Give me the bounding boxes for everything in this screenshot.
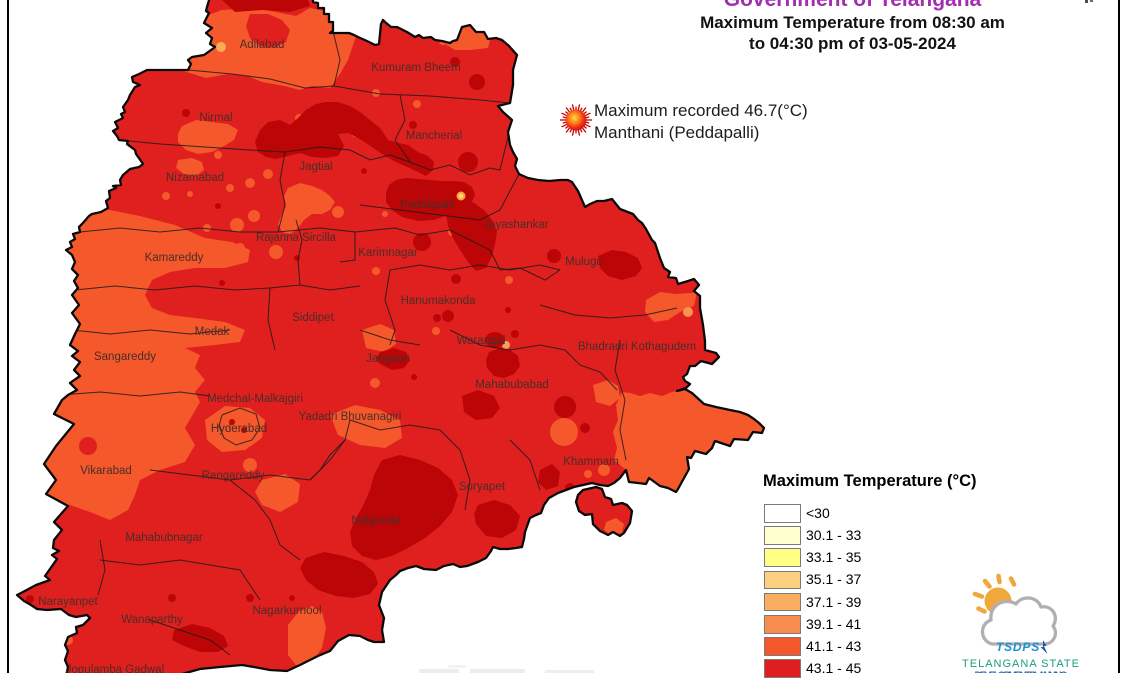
- svg-text:Medak: Medak: [195, 326, 230, 338]
- svg-text:Bhadradri Kothagudem: Bhadradri Kothagudem: [578, 341, 696, 353]
- svg-text:Jangaon: Jangaon: [366, 353, 410, 365]
- svg-text:Jagtial: Jagtial: [299, 161, 332, 173]
- svg-text:Nalgonda: Nalgonda: [351, 515, 401, 527]
- svg-text:Mulugu: Mulugu: [565, 256, 603, 268]
- svg-text:Kumuram Bheem: Kumuram Bheem: [371, 62, 460, 74]
- svg-text:Nagarkurnool: Nagarkurnool: [252, 605, 321, 617]
- svg-text:Hanumakonda: Hanumakonda: [401, 295, 476, 307]
- svg-text:Sangareddy: Sangareddy: [94, 351, 156, 363]
- svg-text:Medchal-Malkajgiri: Medchal-Malkajgiri: [207, 393, 303, 405]
- svg-text:Yadadri Bhuvanagiri: Yadadri Bhuvanagiri: [299, 411, 402, 423]
- svg-text:Jayashankar: Jayashankar: [483, 219, 548, 231]
- svg-text:Narayanpet: Narayanpet: [38, 596, 98, 608]
- svg-text:Siddipet: Siddipet: [292, 312, 334, 324]
- svg-text:Suryapet: Suryapet: [459, 481, 506, 493]
- svg-text:Mancherial: Mancherial: [406, 130, 462, 142]
- svg-text:Kamareddy: Kamareddy: [145, 252, 204, 264]
- svg-text:Mahabubabad: Mahabubabad: [475, 379, 549, 391]
- svg-text:Peddapalli: Peddapalli: [400, 199, 454, 211]
- svg-text:Warangal: Warangal: [457, 335, 506, 347]
- svg-text:Jogulamba Gadwal: Jogulamba Gadwal: [66, 664, 164, 673]
- svg-text:Rangareddy: Rangareddy: [202, 470, 265, 482]
- svg-text:Khammam: Khammam: [563, 456, 619, 468]
- svg-text:Vikarabad: Vikarabad: [80, 465, 132, 477]
- svg-text:Karimnagar: Karimnagar: [358, 247, 418, 259]
- svg-text:Hyderabad: Hyderabad: [211, 423, 267, 435]
- svg-text:DEVELOPMENT PLANNING: DEVELOPMENT PLANNING: [975, 671, 1068, 674]
- svg-text:Mahabubnagar: Mahabubnagar: [125, 532, 203, 544]
- svg-text:TELANGANA STATE: TELANGANA STATE: [962, 658, 1080, 670]
- svg-text:Rajanna Sircilla: Rajanna Sircilla: [256, 232, 337, 244]
- svg-text:Adilabad: Adilabad: [240, 39, 285, 51]
- svg-text:TSDPS: TSDPS: [996, 640, 1040, 654]
- svg-text:Wanaparthy: Wanaparthy: [121, 614, 183, 626]
- svg-text:Nizamabad: Nizamabad: [166, 172, 224, 184]
- svg-text:Nirmal: Nirmal: [199, 112, 232, 124]
